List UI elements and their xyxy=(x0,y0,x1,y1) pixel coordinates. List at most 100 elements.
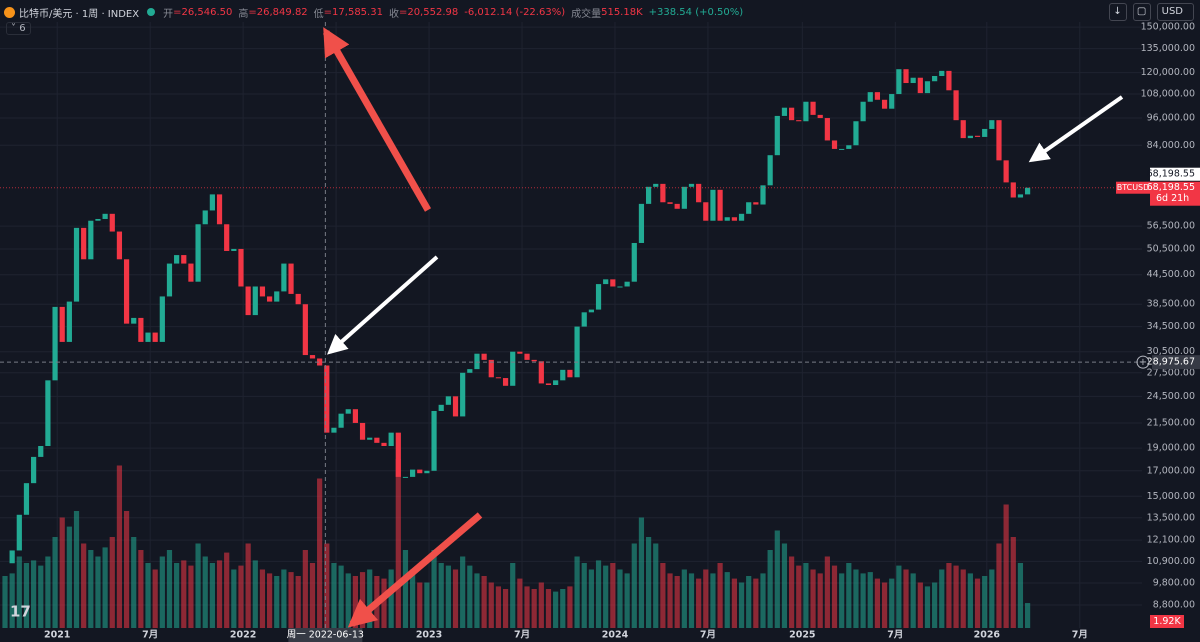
red-arrow xyxy=(322,27,432,212)
x-tick-label: 2021 xyxy=(44,630,70,641)
volume-bar xyxy=(202,556,208,628)
candle-body xyxy=(424,470,430,474)
candle-body xyxy=(760,185,766,205)
y-tick-label: 30,500.00 xyxy=(1147,346,1195,357)
volume-bar xyxy=(317,478,323,628)
volume-bar xyxy=(188,565,194,628)
volume-bar xyxy=(731,578,737,628)
volume-value-label: 1.92K xyxy=(1153,616,1181,627)
volume-bar xyxy=(624,573,630,628)
volume-bar xyxy=(1003,504,1009,628)
countdown: 6d 21h xyxy=(1156,193,1189,204)
volume-bar xyxy=(66,526,72,628)
volume-bar xyxy=(102,547,108,628)
volume-bar xyxy=(288,572,294,628)
volume-bar xyxy=(324,543,330,628)
volume-bar xyxy=(266,573,273,628)
candle-body xyxy=(502,378,509,386)
candle-body xyxy=(874,92,881,100)
candle-body xyxy=(102,213,108,219)
volume-bar xyxy=(860,573,866,628)
currency-select[interactable]: USD xyxy=(1156,3,1194,21)
x-tick-label: 7月 xyxy=(1072,630,1088,641)
candle-body xyxy=(1003,160,1009,183)
candle-body xyxy=(1024,187,1031,195)
y-tick-label: 17,000.00 xyxy=(1147,465,1195,476)
volume-bar xyxy=(696,578,702,628)
candle-body xyxy=(624,281,630,287)
volume-bar xyxy=(224,552,230,628)
candle-body xyxy=(996,120,1002,161)
candle-body xyxy=(846,145,852,149)
coin-icon xyxy=(4,6,15,18)
symbol-tag-box xyxy=(1116,181,1150,194)
candle-body xyxy=(73,227,80,302)
volume-bar xyxy=(438,563,444,628)
candle-body xyxy=(789,107,795,121)
volume-bar xyxy=(1017,563,1024,628)
volume-bar xyxy=(545,589,552,628)
volume-bar xyxy=(996,543,1002,628)
candle-body xyxy=(338,413,344,428)
volume-bar xyxy=(738,582,745,628)
y-tick-label: 19,000.00 xyxy=(1147,443,1195,454)
change: -6,012.14 (-22.63%) xyxy=(464,6,566,18)
volume-bar xyxy=(52,537,58,628)
volume-bar xyxy=(667,573,673,628)
last-close-label: 68,198.55 xyxy=(1147,169,1195,180)
candle-body xyxy=(488,359,494,378)
volume-bar xyxy=(817,573,823,628)
candle-body xyxy=(166,263,173,297)
volume-bar xyxy=(131,537,137,628)
volume-bar xyxy=(839,573,845,628)
x-tick-label: 7月 xyxy=(887,630,903,641)
volume-bar xyxy=(660,563,666,628)
fullscreen-button[interactable]: ▢ xyxy=(1132,3,1151,21)
candle-body xyxy=(638,203,645,243)
indicator-toggle[interactable]: ˅ 6 xyxy=(6,22,31,35)
volume-bar xyxy=(238,565,244,628)
candle-body xyxy=(45,380,51,447)
download-button[interactable]: ↓ xyxy=(1108,3,1127,21)
volume-bar xyxy=(567,586,573,628)
symbol-tag: BTCUSD xyxy=(1117,183,1150,192)
candle-body xyxy=(181,255,187,264)
candle-body xyxy=(910,77,916,84)
candle-body xyxy=(188,263,194,282)
volume-bar xyxy=(495,586,502,628)
ohlc-label: 收 xyxy=(388,8,399,20)
crosshair-date-label: 周一 2022-06-13 xyxy=(287,630,364,641)
volume-bar xyxy=(16,556,22,628)
ohlc-value: =26,546.50 xyxy=(173,6,233,18)
candle-body xyxy=(746,202,752,214)
candle-body xyxy=(209,194,215,211)
ohlc-value: =17,585.31 xyxy=(323,6,383,18)
candle-body xyxy=(839,148,845,150)
y-tick-label: 27,500.00 xyxy=(1147,367,1195,378)
candle-body xyxy=(803,101,809,122)
y-tick-label: 10,900.00 xyxy=(1147,556,1195,567)
candle-body xyxy=(595,284,602,310)
y-tick-label: 108,000.00 xyxy=(1141,89,1195,100)
symbol[interactable]: 比特币/美元 · 1周 · INDEX xyxy=(19,8,140,20)
volume-bar xyxy=(38,565,44,628)
plot: 150,000.00 135,000.00 120,000.00 108,000.00… xyxy=(0,22,1200,642)
volume-bar xyxy=(410,569,416,628)
volume-bar xyxy=(917,582,923,628)
logo-mark: 17 xyxy=(10,603,31,621)
candle-body xyxy=(574,326,580,378)
candle-body xyxy=(1017,194,1024,198)
candle-body xyxy=(553,380,559,386)
add-alert-button xyxy=(1136,355,1150,369)
candle-body xyxy=(946,70,952,91)
y-tick-label: 50,500.00 xyxy=(1147,243,1195,254)
y-tick-label: 12,100.00 xyxy=(1147,535,1195,546)
candle-body xyxy=(717,189,723,221)
candle-body xyxy=(16,514,22,551)
candle-body xyxy=(889,94,895,109)
volume-bar xyxy=(796,565,802,628)
candle-body xyxy=(696,183,702,203)
candle-body xyxy=(853,121,859,146)
volume-bar xyxy=(331,563,337,628)
candle-body xyxy=(710,189,716,221)
